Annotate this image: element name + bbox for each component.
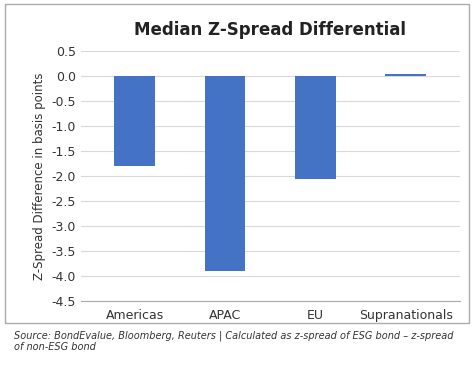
- Y-axis label: Z-Spread Difference in basis points: Z-Spread Difference in basis points: [33, 72, 46, 280]
- Text: Source: BondEvalue, Bloomberg, Reuters | Calculated as z-spread of ESG bond – z-: Source: BondEvalue, Bloomberg, Reuters |…: [14, 330, 454, 352]
- Bar: [114, 76, 155, 166]
- Bar: [295, 76, 336, 179]
- Title: Median Z-Spread Differential: Median Z-Spread Differential: [134, 21, 406, 39]
- Bar: [385, 74, 426, 76]
- Bar: [205, 76, 246, 271]
